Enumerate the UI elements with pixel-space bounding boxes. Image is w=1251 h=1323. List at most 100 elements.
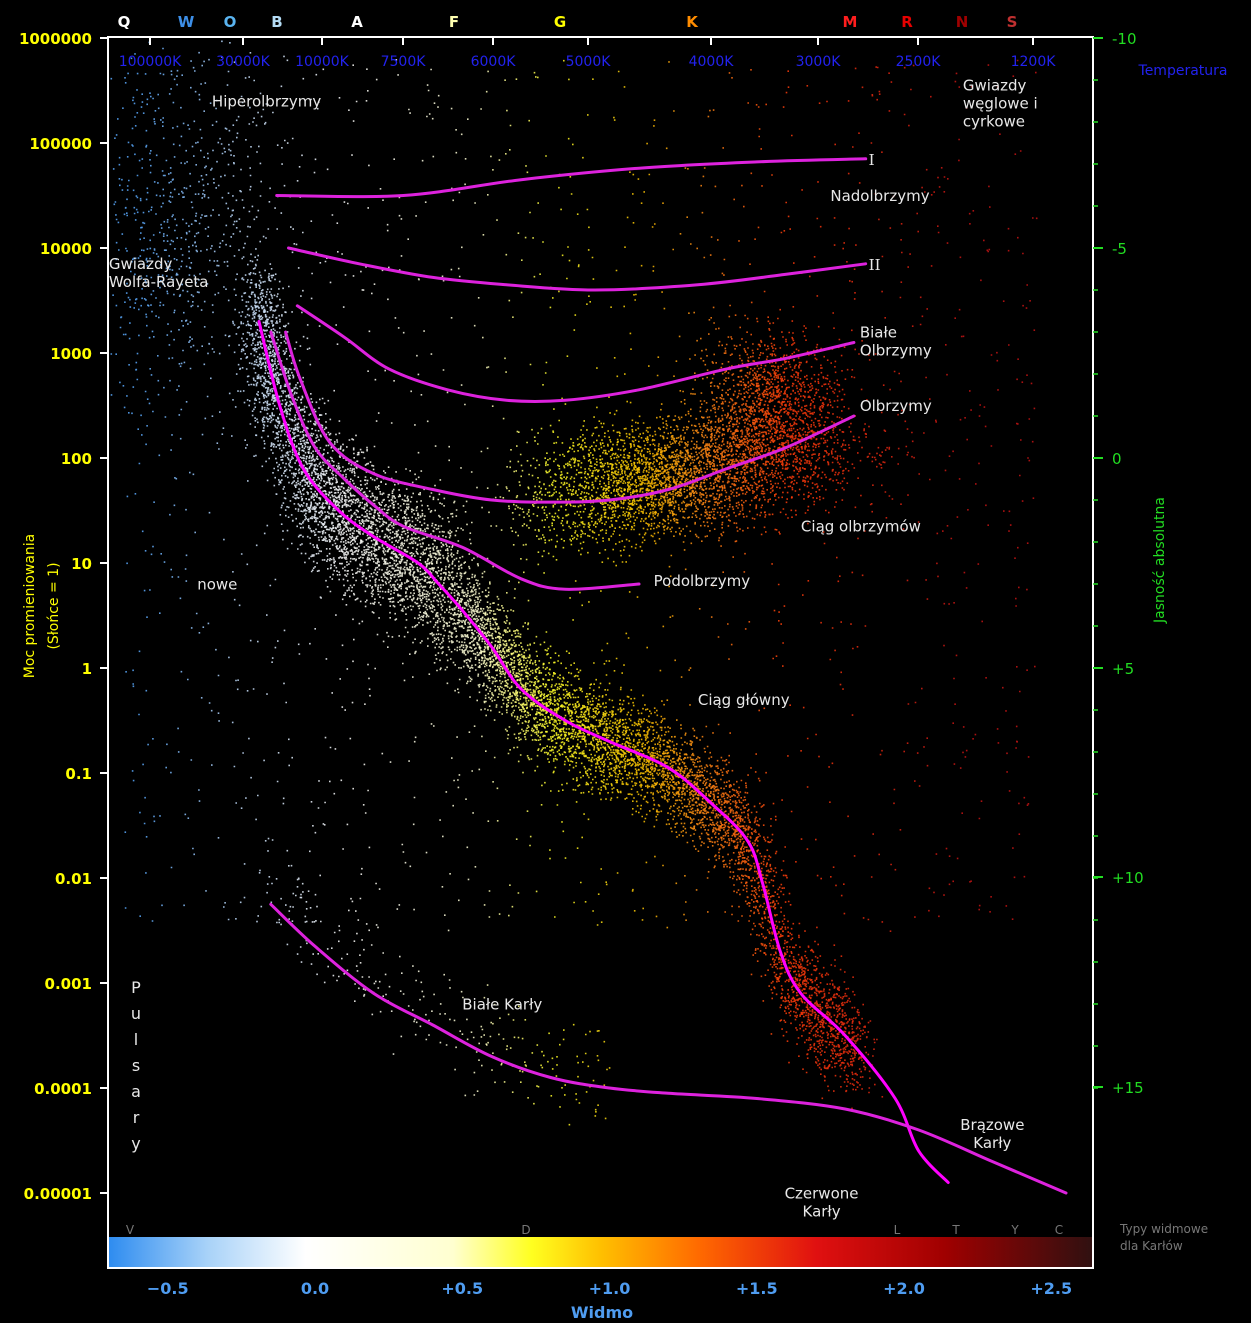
star-points-359 [855,132,860,1088]
star-points-321 [750,172,753,976]
star-points-757 [223,147,226,288]
star-points-364 [567,78,571,1126]
star-points-91 [713,185,717,868]
spectral-class-label: Q [118,13,131,31]
star-points-443 [553,408,556,773]
star-points-50 [281,55,286,805]
star-points-736 [146,191,149,400]
star-points-622 [891,195,896,805]
star-points-28 [419,159,424,1028]
star-points-547 [487,366,490,671]
star-points-668 [143,237,145,252]
star-points-394 [517,460,520,675]
star-points-390 [511,316,514,1093]
luminosity-tick-label: 0.1 [65,765,92,783]
region-label: Białe Karły [462,995,542,1013]
star-points-308 [765,355,769,909]
star-points-754 [226,84,229,267]
star-points-684 [148,336,151,405]
star-points-629 [212,178,216,353]
star-points-244 [257,145,261,917]
star-points-260 [517,431,520,1008]
star-points-461 [540,427,543,806]
star-points-34 [264,103,269,894]
star-points-490 [532,457,535,731]
star-points-227 [577,264,580,1078]
star-points-192 [595,367,598,753]
star-points-576 [530,428,533,732]
star-points-750 [146,98,149,427]
star-points-27 [816,102,821,1069]
star-points-82 [270,111,274,885]
star-points-348 [508,299,511,728]
star-points-309 [574,314,577,1095]
star-points-639 [952,450,956,883]
star-points-493 [531,474,534,1054]
luminosity-axis-subtitle: (Słońce = 1) [46,562,62,649]
star-points-507 [540,493,543,1053]
star-points-381 [478,592,481,1061]
star-points-219 [764,103,768,956]
star-points-40 [255,124,259,923]
star-points-433 [499,496,502,688]
star-points-579 [658,443,661,807]
star-points-495 [635,448,638,803]
star-points-363 [478,583,481,694]
star-points-94 [342,306,346,975]
star-points-644 [948,455,953,886]
star-points-93 [569,176,573,762]
star-points-473 [507,648,510,1016]
star-points-533 [755,104,758,908]
star-points-365 [515,78,518,701]
star-points-301 [300,154,304,963]
magnitude-axis-title: Jasność absolutna [1152,497,1168,624]
star-points-753 [210,169,212,380]
star-points-187 [268,187,272,587]
region-label: Ciąg olbrzymów [801,518,921,536]
spectral-class-label: O [224,13,237,31]
star-points-239 [554,441,558,1077]
star-points-760 [209,102,212,104]
spectral-class-label: S [1007,13,1018,31]
star-points-196 [807,275,812,1051]
star-points-498 [625,216,629,799]
star-points-169 [733,348,737,865]
luminosity-tick-label: 10000 [40,240,92,258]
star-points-680 [954,80,957,706]
star-points-412 [569,446,571,721]
star-points-797 [186,161,188,163]
star-points-270 [701,377,704,824]
star-points-156 [248,52,252,740]
star-points-39 [387,266,392,1002]
star-points-771 [225,243,227,290]
star-points-728 [238,218,241,607]
star-points-398 [764,364,767,976]
star-points-518 [501,605,503,715]
star-points-125 [504,79,506,687]
star-points-256 [535,459,538,893]
star-points-623 [868,354,870,356]
spectral-class-label: F [449,13,459,31]
star-points-312 [739,326,742,870]
star-points-306 [578,443,581,1104]
star-points-702 [205,890,207,892]
star-points-512 [235,119,238,804]
star-points-510 [485,595,488,1045]
star-points-520 [339,448,342,680]
star-points-454 [527,486,530,759]
star-points-620 [901,409,905,530]
star-points-421 [565,463,568,758]
star-points-123 [293,243,297,505]
star-points-431 [498,633,501,1019]
star-points-748 [229,103,232,247]
star-points-70 [485,90,488,1046]
star-points-377 [488,631,491,918]
star-points-731 [192,66,195,476]
star-points-120 [731,373,735,880]
star-points-419 [668,441,672,810]
star-points-325 [525,524,528,718]
star-points-300 [319,262,323,923]
star-points-222 [723,347,727,913]
star-points-678 [145,299,147,874]
